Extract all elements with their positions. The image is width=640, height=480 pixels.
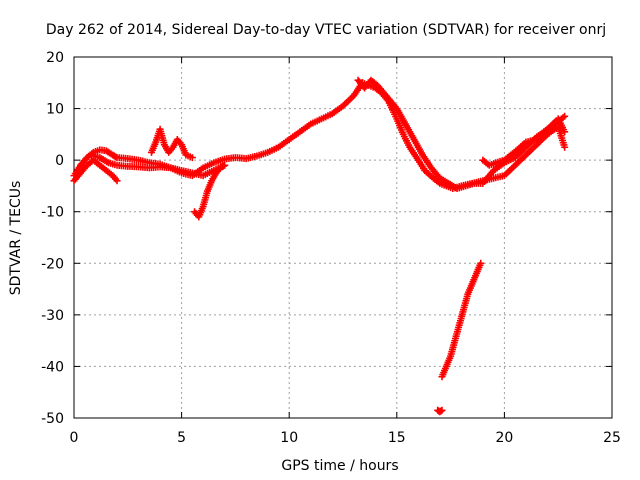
data-point — [188, 154, 196, 162]
y-tick-label: 10 — [46, 102, 64, 118]
data-point — [219, 162, 227, 170]
series-track-e — [191, 161, 229, 221]
data-point — [438, 406, 446, 414]
chart-title: Day 262 of 2014, Sidereal Day-to-day VTE… — [46, 22, 606, 38]
y-tick-label: -40 — [41, 359, 64, 375]
series-track-i — [438, 259, 485, 381]
y-tick-label: -20 — [41, 256, 64, 272]
x-tick-label: 0 — [70, 430, 79, 446]
plot-frame — [73, 56, 613, 419]
data-point — [477, 259, 485, 267]
data-point — [221, 161, 229, 169]
y-tick-label: -50 — [41, 411, 64, 427]
y-axis-label: SDTVAR / TECUs — [8, 181, 24, 296]
x-tick-label: 10 — [280, 430, 298, 446]
data-point — [561, 143, 569, 151]
series-track-j — [434, 406, 446, 416]
ticks: 0 5 10 15 20 25 -50 -40 -30 -20 -10 0 10 20 — [41, 50, 621, 446]
x-tick-label: 5 — [177, 430, 186, 446]
axes — [73, 56, 613, 419]
y-tick-label: 20 — [46, 50, 64, 66]
data-point — [561, 112, 569, 120]
y-tick-label: 0 — [55, 153, 64, 169]
x-tick-label: 15 — [388, 430, 406, 446]
data-marks — [70, 76, 569, 416]
x-tick-label: 25 — [603, 430, 621, 446]
data-point — [113, 177, 121, 185]
y-tick-label: -10 — [41, 205, 64, 221]
series-track-b — [70, 156, 121, 185]
data-point — [561, 128, 569, 136]
y-tick-label: -30 — [41, 308, 64, 324]
x-tick-label: 20 — [495, 430, 513, 446]
series-track-c — [87, 151, 229, 180]
series-track-d — [147, 125, 196, 162]
grid — [74, 57, 612, 418]
series-track-h — [479, 115, 569, 169]
data-point — [112, 153, 120, 161]
series-track-g — [354, 76, 569, 193]
x-axis-label: GPS time / hours — [281, 458, 398, 474]
